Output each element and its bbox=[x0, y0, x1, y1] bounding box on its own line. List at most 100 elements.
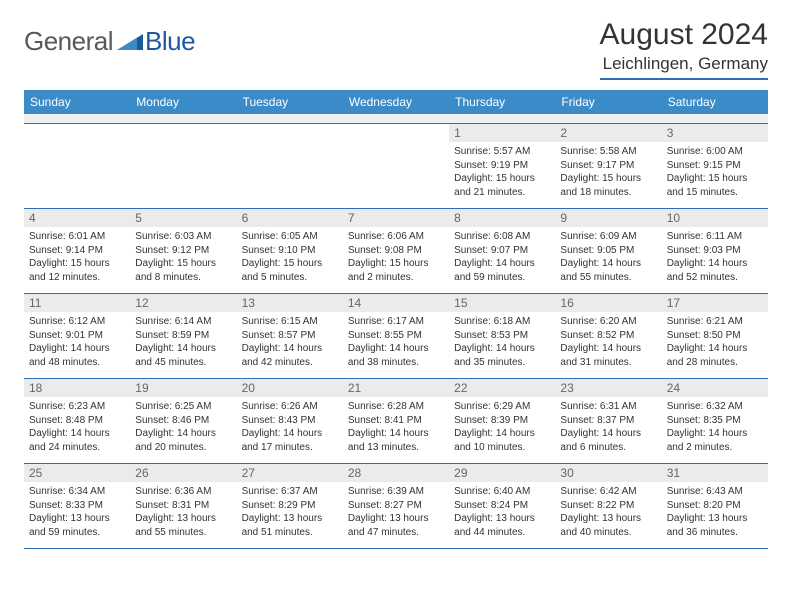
calendar-cell: 20Sunrise: 6:26 AMSunset: 8:43 PMDayligh… bbox=[237, 379, 343, 463]
sunset-text: Sunset: 8:48 PM bbox=[29, 414, 125, 428]
calendar-cell bbox=[130, 124, 236, 208]
sunset-text: Sunset: 8:27 PM bbox=[348, 499, 444, 513]
daynum-strip: 25 bbox=[24, 464, 130, 482]
calendar-cell: 26Sunrise: 6:36 AMSunset: 8:31 PMDayligh… bbox=[130, 464, 236, 548]
sunrise-text: Sunrise: 6:23 AM bbox=[29, 400, 125, 414]
sunrise-text: Sunrise: 6:39 AM bbox=[348, 485, 444, 499]
daynum-strip: 24 bbox=[662, 379, 768, 397]
sunrise-text: Sunrise: 6:25 AM bbox=[135, 400, 231, 414]
daylight-text: Daylight: 14 hours and 10 minutes. bbox=[454, 427, 550, 454]
daylight-text: Daylight: 15 hours and 18 minutes. bbox=[560, 172, 656, 199]
day-number: 17 bbox=[667, 296, 763, 310]
calendar-cell bbox=[343, 124, 449, 208]
daylight-text: Daylight: 14 hours and 13 minutes. bbox=[348, 427, 444, 454]
sunset-text: Sunset: 8:35 PM bbox=[667, 414, 763, 428]
day-number: 13 bbox=[242, 296, 338, 310]
sunset-text: Sunset: 9:15 PM bbox=[667, 159, 763, 173]
day-number: 14 bbox=[348, 296, 444, 310]
daynum-strip: 31 bbox=[662, 464, 768, 482]
daylight-text: Daylight: 13 hours and 36 minutes. bbox=[667, 512, 763, 539]
daylight-text: Daylight: 14 hours and 24 minutes. bbox=[29, 427, 125, 454]
calendar-cell: 31Sunrise: 6:43 AMSunset: 8:20 PMDayligh… bbox=[662, 464, 768, 548]
calendar-cell: 19Sunrise: 6:25 AMSunset: 8:46 PMDayligh… bbox=[130, 379, 236, 463]
calendar-cell: 6Sunrise: 6:05 AMSunset: 9:10 PMDaylight… bbox=[237, 209, 343, 293]
calendar-cell bbox=[237, 124, 343, 208]
day-header: Thursday bbox=[449, 90, 555, 114]
month-title: August 2024 bbox=[600, 18, 768, 52]
sunrise-text: Sunrise: 6:42 AM bbox=[560, 485, 656, 499]
daylight-text: Daylight: 15 hours and 15 minutes. bbox=[667, 172, 763, 199]
day-number: 25 bbox=[29, 466, 125, 480]
sunset-text: Sunset: 8:59 PM bbox=[135, 329, 231, 343]
calendar-cell: 1 Sunrise: 5:57 AMSunset: 9:19 PMDaylight… bbox=[449, 124, 555, 208]
calendar-cell: 8Sunrise: 6:08 AMSunset: 9:07 PMDaylight… bbox=[449, 209, 555, 293]
calendar-cell: 18Sunrise: 6:23 AMSunset: 8:48 PMDayligh… bbox=[24, 379, 130, 463]
sunset-text: Sunset: 8:22 PM bbox=[560, 499, 656, 513]
sunset-text: Sunset: 8:20 PM bbox=[667, 499, 763, 513]
week-row: 4Sunrise: 6:01 AMSunset: 9:14 PMDaylight… bbox=[24, 209, 768, 294]
daylight-text: Daylight: 15 hours and 2 minutes. bbox=[348, 257, 444, 284]
sunset-text: Sunset: 9:19 PM bbox=[454, 159, 550, 173]
day-header: Monday bbox=[130, 90, 236, 114]
day-number: 22 bbox=[454, 381, 550, 395]
day-header: Wednesday bbox=[343, 90, 449, 114]
calendar-cell: 12Sunrise: 6:14 AMSunset: 8:59 PMDayligh… bbox=[130, 294, 236, 378]
day-number: 11 bbox=[29, 296, 125, 310]
sunrise-text: Sunrise: 6:15 AM bbox=[242, 315, 338, 329]
calendar-cell: 17Sunrise: 6:21 AMSunset: 8:50 PMDayligh… bbox=[662, 294, 768, 378]
day-number: 12 bbox=[135, 296, 231, 310]
calendar-cell: 21Sunrise: 6:28 AMSunset: 8:41 PMDayligh… bbox=[343, 379, 449, 463]
daynum-strip: 29 bbox=[449, 464, 555, 482]
sunrise-text: Sunrise: 6:34 AM bbox=[29, 485, 125, 499]
daylight-text: Daylight: 14 hours and 52 minutes. bbox=[667, 257, 763, 284]
sunset-text: Sunset: 8:31 PM bbox=[135, 499, 231, 513]
daynum-strip: 9 bbox=[555, 209, 661, 227]
calendar-cell: 2Sunrise: 5:58 AMSunset: 9:17 PMDaylight… bbox=[555, 124, 661, 208]
sunset-text: Sunset: 9:07 PM bbox=[454, 244, 550, 258]
sunset-text: Sunset: 8:33 PM bbox=[29, 499, 125, 513]
day-number: 8 bbox=[454, 211, 550, 225]
brand-mark-icon bbox=[117, 28, 143, 55]
sunrise-text: Sunrise: 6:20 AM bbox=[560, 315, 656, 329]
location-label: Leichlingen, Germany bbox=[600, 54, 768, 80]
daylight-text: Daylight: 14 hours and 45 minutes. bbox=[135, 342, 231, 369]
daylight-text: Daylight: 13 hours and 47 minutes. bbox=[348, 512, 444, 539]
day-number: 7 bbox=[348, 211, 444, 225]
calendar-cell: 24Sunrise: 6:32 AMSunset: 8:35 PMDayligh… bbox=[662, 379, 768, 463]
brand-name-1: General bbox=[24, 26, 113, 57]
daynum-strip: 4 bbox=[24, 209, 130, 227]
daynum-strip: 30 bbox=[555, 464, 661, 482]
daynum-strip: 7 bbox=[343, 209, 449, 227]
sunrise-text: Sunrise: 5:57 AM bbox=[454, 145, 550, 159]
sunset-text: Sunset: 8:39 PM bbox=[454, 414, 550, 428]
calendar-cell: 27Sunrise: 6:37 AMSunset: 8:29 PMDayligh… bbox=[237, 464, 343, 548]
day-header: Saturday bbox=[662, 90, 768, 114]
sunset-text: Sunset: 8:52 PM bbox=[560, 329, 656, 343]
sunset-text: Sunset: 8:24 PM bbox=[454, 499, 550, 513]
header: General Blue August 2024 Leichlingen, Ge… bbox=[24, 18, 768, 80]
daylight-text: Daylight: 15 hours and 21 minutes. bbox=[454, 172, 550, 199]
sunrise-text: Sunrise: 6:06 AM bbox=[348, 230, 444, 244]
sunset-text: Sunset: 8:53 PM bbox=[454, 329, 550, 343]
calendar-cell: 13Sunrise: 6:15 AMSunset: 8:57 PMDayligh… bbox=[237, 294, 343, 378]
day-number: 4 bbox=[29, 211, 125, 225]
daynum-strip: 17 bbox=[662, 294, 768, 312]
calendar-cell: 14Sunrise: 6:17 AMSunset: 8:55 PMDayligh… bbox=[343, 294, 449, 378]
daylight-text: Daylight: 14 hours and 59 minutes. bbox=[454, 257, 550, 284]
daynum-strip: 2 bbox=[555, 124, 661, 142]
brand-logo: General Blue bbox=[24, 26, 195, 57]
daynum-strip: 26 bbox=[130, 464, 236, 482]
calendar-cell: 11Sunrise: 6:12 AMSunset: 9:01 PMDayligh… bbox=[24, 294, 130, 378]
daylight-text: Daylight: 14 hours and 20 minutes. bbox=[135, 427, 231, 454]
day-number: 1 bbox=[454, 126, 550, 140]
daylight-text: Daylight: 13 hours and 59 minutes. bbox=[29, 512, 125, 539]
calendar-cell: 22Sunrise: 6:29 AMSunset: 8:39 PMDayligh… bbox=[449, 379, 555, 463]
sunset-text: Sunset: 8:29 PM bbox=[242, 499, 338, 513]
sunrise-text: Sunrise: 6:32 AM bbox=[667, 400, 763, 414]
calendar-cell: 7Sunrise: 6:06 AMSunset: 9:08 PMDaylight… bbox=[343, 209, 449, 293]
sunrise-text: Sunrise: 6:40 AM bbox=[454, 485, 550, 499]
daylight-text: Daylight: 14 hours and 48 minutes. bbox=[29, 342, 125, 369]
day-number: 30 bbox=[560, 466, 656, 480]
daynum-strip: 1 bbox=[449, 124, 555, 142]
day-number: 29 bbox=[454, 466, 550, 480]
